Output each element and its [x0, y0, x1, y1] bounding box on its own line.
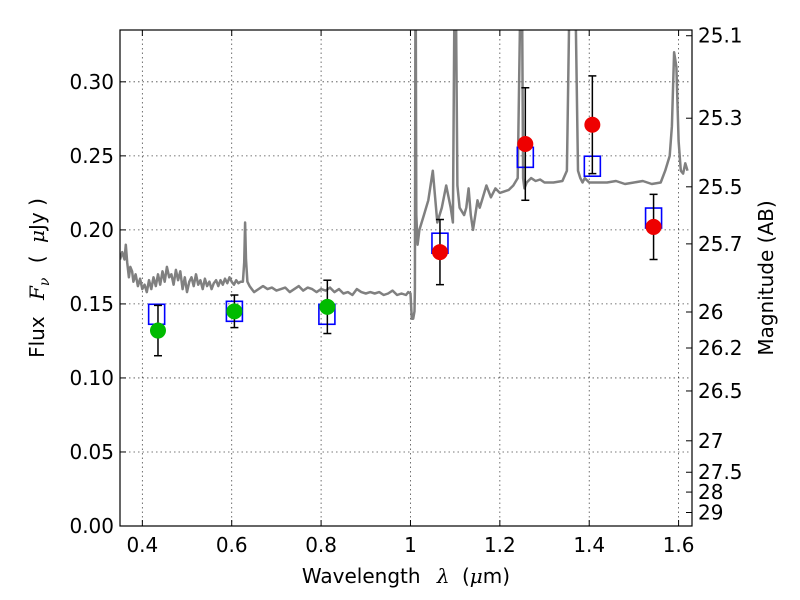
x-tick-label: 0.8: [305, 533, 337, 557]
y-tick-label: 0.10: [69, 366, 114, 390]
y-tick-label: 0.20: [69, 218, 114, 242]
model-spectrum-line: [120, 30, 689, 320]
x-axis-label-unit-mu: μ: [470, 564, 483, 588]
y2-tick-label: 29: [698, 500, 723, 524]
y2-tick-label: 27.5: [698, 460, 743, 484]
y2-tick-label: 25.7: [698, 232, 743, 256]
x-tick-label: 0.6: [216, 533, 248, 557]
y-axis-label: Flux Fν ( μJy ): [25, 198, 54, 358]
x-axis-label: Wavelength λ (μm): [302, 564, 510, 588]
y-axis-label-symbol-sub: ν: [37, 277, 53, 286]
x-tick-label: 1.6: [663, 533, 695, 557]
observed-point: [431, 244, 448, 261]
y2-tick-label: 28: [698, 480, 723, 504]
marks-layer: [147, 75, 663, 357]
observed-point: [319, 298, 336, 315]
x-axis-label-prefix: Wavelength: [302, 564, 421, 588]
observed-point: [149, 322, 166, 339]
y2-tick-label: 26: [698, 300, 723, 324]
y-tick-label: 0.15: [69, 292, 114, 316]
y2-axis-label: Magnitude (AB): [754, 200, 778, 355]
y2-tick-label: 26.2: [698, 336, 743, 360]
y-tick-label: 0.25: [69, 144, 114, 168]
y-tick-label: 0.05: [69, 440, 114, 464]
y2-tick-label: 25.3: [698, 106, 743, 130]
x-tick-label: 1.4: [573, 533, 605, 557]
y-tick-label: 0.30: [69, 70, 114, 94]
y2-tick-label: 27: [698, 429, 723, 453]
observed-point: [645, 218, 662, 235]
y2-tick-label: 25.1: [698, 24, 743, 48]
x-tick-label: 1.2: [484, 533, 516, 557]
x-axis-label-unit-open: (: [462, 564, 470, 588]
y2-tick-label: 25.5: [698, 175, 743, 199]
spectrum-layer: [120, 30, 689, 320]
x-axis-label-symbol: λ: [436, 564, 450, 588]
y-axis-label-prefix: Flux: [25, 316, 49, 358]
model-band-square: [147, 303, 166, 326]
x-axis-label-unit: m): [483, 564, 510, 588]
x-tick-label: 0.4: [126, 533, 158, 557]
observed-point: [584, 116, 601, 133]
ticks-layer: 0.4 0.6 0.8 1 1.2 1.4 1.6 0.00 0.05 0.10 0.15 0.20 0…: [69, 24, 742, 557]
y-axis-label-symbol: F: [25, 285, 49, 301]
observed-point: [517, 136, 534, 153]
y-axis-label-unit-open: (: [25, 255, 49, 263]
y-axis-label-unit-mu: μ: [25, 230, 49, 243]
x-tick-label: 1: [404, 533, 417, 557]
y-axis-label-unit: Jy ): [25, 198, 49, 232]
y2-tick-label: 26.5: [698, 379, 743, 403]
observed-point: [226, 303, 243, 320]
y-tick-label: 0.00: [69, 514, 114, 538]
plot-frame: [119, 29, 693, 527]
